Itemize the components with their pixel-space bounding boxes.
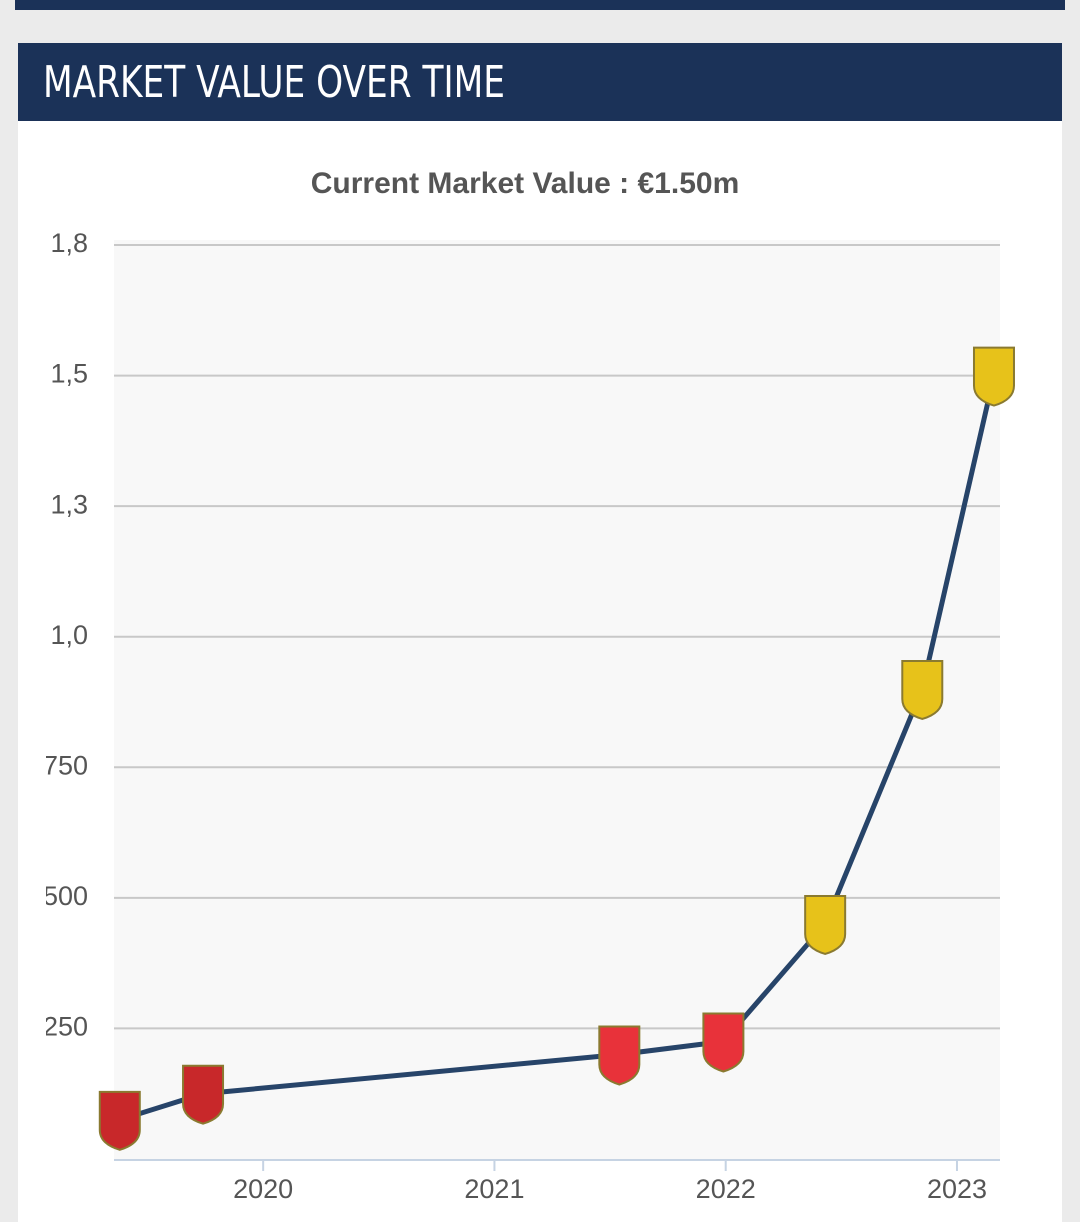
y-tick-label: 500 [43, 881, 88, 911]
card-header [18, 43, 1062, 121]
club-marker [98, 1090, 141, 1151]
x-tick-label: 2023 [927, 1174, 987, 1204]
club-marker [901, 659, 944, 720]
chart-title: MARKET VALUE OVER TIME [43, 57, 505, 108]
club-marker [972, 346, 1015, 407]
y-tick-label: 1,8 [50, 228, 88, 258]
x-tick-label: 2022 [696, 1174, 756, 1204]
y-tick-label: 750 [43, 750, 88, 780]
y-tick-label: 1,5 [50, 359, 88, 389]
top-bar [15, 0, 1065, 10]
x-tick-label: 2020 [233, 1174, 293, 1204]
x-tick-label: 2021 [464, 1174, 524, 1204]
y-tick-label: 1,0 [50, 620, 88, 650]
club-marker [182, 1064, 225, 1125]
club-marker [804, 894, 847, 956]
plot: 250 500 750 1,0 1,3 1,5 1,8 2020 2021 2022 2023 [43, 228, 1015, 1204]
club-marker [598, 1025, 641, 1086]
y-tick-label: 1,3 [50, 489, 88, 519]
club-marker [702, 1012, 745, 1073]
plot-area [114, 240, 1000, 1160]
chart-subtitle: Current Market Value : €1.50m [311, 167, 740, 200]
y-tick-label: 250 [43, 1012, 88, 1042]
